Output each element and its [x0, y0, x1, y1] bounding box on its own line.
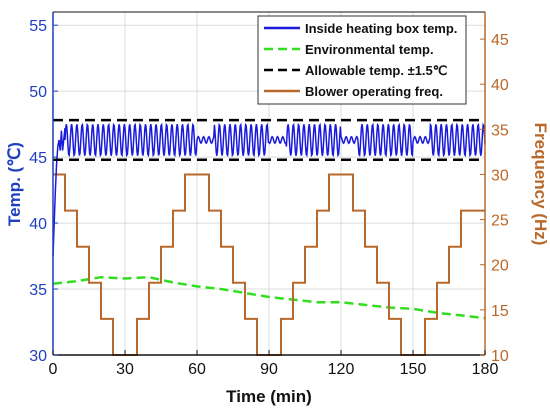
legend-label-allowable: Allowable temp. ±1.5℃ [305, 63, 447, 78]
legend: Inside heating box temp. Environmental t… [257, 15, 467, 105]
x-tick-label-120: 120 [328, 361, 355, 378]
legend-label-environment: Environmental temp. [305, 42, 434, 57]
y-axis-left-title: Temp. (℃) [5, 142, 24, 226]
series-inside-temp [52, 122, 486, 257]
y-left-tick-label-35: 35 [29, 282, 47, 299]
legend-label-inside: Inside heating box temp. [305, 21, 457, 36]
x-tick-label-0: 0 [49, 361, 58, 378]
right-axis-ticks: 10 15 20 25 30 35 40 45 [480, 32, 509, 365]
x-tick-label-150: 150 [400, 361, 427, 378]
y-right-tick-label-40: 40 [491, 77, 509, 94]
x-tick-label-30: 30 [116, 361, 134, 378]
legend-label-blower: Blower operating freq. [305, 84, 443, 99]
y-left-tick-label-45: 45 [29, 150, 47, 167]
x-axis-title: Time (min) [226, 387, 312, 406]
y-left-tick-label-50: 50 [29, 84, 47, 101]
y-right-tick-label-20: 20 [491, 258, 509, 275]
x-tick-label-60: 60 [188, 361, 206, 378]
y-right-tick-label-35: 35 [491, 122, 509, 139]
y-left-tick-label-30: 30 [29, 348, 47, 365]
y-right-tick-label-45: 45 [491, 32, 509, 49]
y-axis-right-title: Frequency (Hz) [531, 123, 550, 246]
x-axis-ticks: 0 30 60 90 120 150 180 [49, 350, 499, 378]
x-tick-label-180: 180 [472, 361, 499, 378]
y-left-tick-label-55: 55 [29, 18, 47, 35]
y-right-tick-label-15: 15 [491, 303, 509, 320]
series-environmental-temp [52, 275, 486, 320]
y-right-tick-label-30: 30 [491, 167, 509, 184]
y-right-tick-label-25: 25 [491, 213, 509, 230]
left-axis-ticks: 30 35 40 45 50 55 [29, 18, 58, 365]
y-left-tick-label-40: 40 [29, 216, 47, 233]
x-tick-label-90: 90 [260, 361, 278, 378]
y-right-tick-label-10: 10 [491, 348, 509, 365]
legend-box [257, 15, 467, 105]
